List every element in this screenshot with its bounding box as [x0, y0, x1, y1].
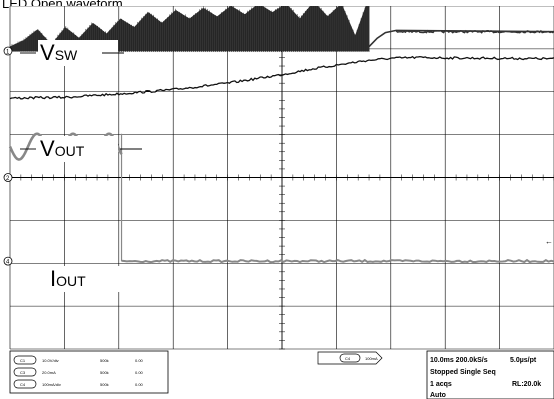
iout-steady-trace — [121, 258, 554, 264]
ch3-id: C4 — [20, 382, 26, 387]
vout-trace — [9, 55, 554, 100]
marker-circle — [3, 256, 13, 266]
acquisition-count: 1 acqs — [430, 381, 452, 388]
vout-label-text: VOUT — [40, 136, 85, 161]
channel-marker-1: 1 — [3, 46, 13, 56]
ch2-bw: 500k — [100, 370, 109, 375]
trigger-channel: C4 — [345, 356, 351, 361]
marker-number: 4 — [6, 260, 10, 266]
ch3-scale: 100mA/div — [42, 382, 61, 387]
trace-labels: VSW VOUT IOUT — [20, 40, 142, 292]
ch1-offset: 0.00 — [135, 358, 144, 363]
ch1-id: C1 — [20, 358, 26, 363]
vsw-label: VSW — [20, 40, 124, 66]
channel-marker-4: 4 — [3, 256, 13, 266]
ch3-offset: 0.00 — [135, 382, 144, 387]
trigger-value: 100mA — [365, 356, 378, 361]
trigger-readout: C4 100mA — [317, 351, 383, 365]
ch2-scale: 20.0mA — [42, 370, 56, 375]
iout-label: IOUT — [48, 266, 128, 292]
channel-marker-2: 2 — [3, 173, 13, 182]
ch2-readout: C3 20.0mA 500k 0.00 — [13, 367, 144, 377]
timebase: 10.0ms 200.0kS/s — [430, 357, 488, 364]
marker-number: 2 — [6, 176, 10, 182]
page-title: LED Open waveform — [2, 0, 123, 11]
oscilloscope-chart: VSW VOUT IOUT 1 2 4 ← C1 10.0V/div 500k 0.00 … — [3, 6, 554, 399]
channel-markers: 1 2 4 ← — [3, 46, 553, 266]
label-background — [38, 136, 118, 162]
ch1-bw: 500k — [100, 358, 109, 363]
marker-circle — [3, 46, 13, 56]
ch1-scale: 10.0V/div — [42, 358, 59, 363]
vout-label: VOUT — [20, 136, 142, 162]
ch3-readout: C4 100mA/div 500k 0.00 — [13, 379, 144, 389]
record-length: RL:20.0k — [512, 381, 541, 388]
status-panel: C1 10.0V/div 500k 0.00 C3 20.0mA 500k 0.… — [9, 350, 554, 399]
ch2-id: C3 — [20, 370, 26, 375]
vsw-label-text: VSW — [40, 40, 78, 65]
vsw-steady-trace — [395, 29, 554, 34]
ch3-bw: 500k — [100, 382, 109, 387]
trigger-mode: Auto — [430, 392, 446, 399]
ch1-readout: C1 10.0V/div 500k 0.00 — [13, 355, 144, 365]
label-background — [48, 266, 128, 292]
right-arrow-marker: ← — [545, 237, 553, 246]
iout-label-text: IOUT — [50, 266, 86, 291]
acquisition-state: Stopped Single Seq — [430, 369, 496, 376]
vsw-steady-trace — [368, 29, 554, 48]
marker-number: 1 — [6, 50, 10, 56]
acquisition-box — [426, 350, 554, 399]
time-per-point: 5.0µs/pt — [510, 357, 537, 364]
marker-circle — [3, 173, 13, 182]
ch2-offset: 0.00 — [135, 370, 144, 375]
